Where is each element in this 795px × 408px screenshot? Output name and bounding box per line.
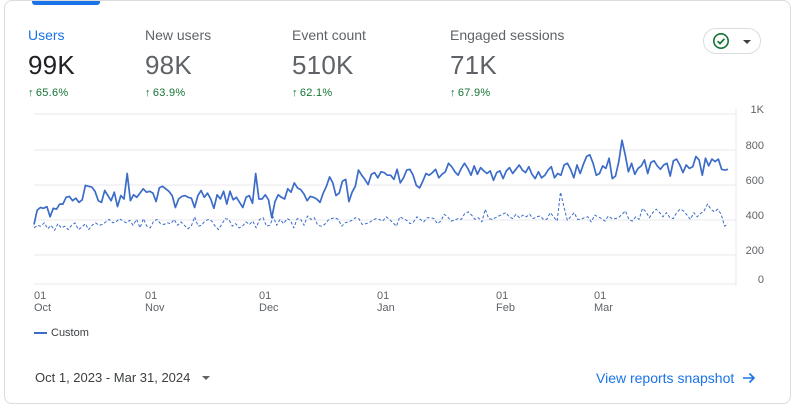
metric-label: New users (145, 27, 212, 43)
selected-metric-indicator (32, 1, 100, 5)
metric-new-users[interactable]: New users 98K ↑ 63.9% (145, 27, 211, 99)
check-circle-icon (713, 33, 729, 49)
metric-label: Engaged sessions (450, 27, 565, 43)
metric-delta: ↑ 62.1% (292, 87, 366, 99)
x-tick-day-label: 01 (145, 290, 157, 302)
chart-legend: Custom (34, 327, 89, 339)
legend-label: Custom (51, 327, 89, 339)
metric-value: 98K (145, 50, 192, 80)
metric-label: Event count (292, 27, 366, 43)
date-range-selector[interactable]: Oct 1, 2023 - Mar 31, 2024 (35, 370, 211, 385)
chevron-down-icon (202, 375, 211, 380)
x-tick-day-label: 01 (377, 290, 389, 302)
metric-event-count[interactable]: Event count 510K ↑ 62.1% (292, 27, 366, 99)
metric-users[interactable]: Users 99K ↑ 65.6% (28, 27, 75, 99)
x-tick-month-label: Jan (377, 302, 395, 314)
y-tick-label: 600 (746, 175, 764, 187)
arrow-up-icon: ↑ (450, 87, 456, 99)
date-range-text: Oct 1, 2023 - Mar 31, 2024 (35, 370, 191, 385)
x-tick-month-label: Dec (259, 302, 279, 314)
y-tick-label: 1K (751, 104, 765, 116)
metric-value: 99K (28, 50, 75, 80)
dropdown-caret-icon (743, 40, 751, 44)
metric-label: Users (28, 27, 65, 43)
view-reports-snapshot-link[interactable]: View reports snapshot (596, 370, 756, 386)
y-tick-label: 0 (758, 274, 764, 286)
arrow-right-icon (743, 372, 756, 384)
metric-delta-value: 62.1% (299, 87, 333, 99)
arrow-up-icon: ↑ (292, 87, 298, 99)
x-tick-day-label: 01 (496, 290, 508, 302)
compare-status-button[interactable] (703, 28, 761, 54)
line-chart: 1K800600400200001Oct01Nov01Dec01Jan01Feb… (33, 104, 765, 314)
legend-swatch (34, 332, 47, 334)
report-card (4, 0, 791, 404)
metric-delta-value: 67.9% (457, 87, 491, 99)
metric-delta-value: 63.9% (152, 87, 186, 99)
metric-delta: ↑ 65.6% (28, 87, 75, 99)
x-tick-day-label: 01 (594, 290, 606, 302)
metric-delta: ↑ 67.9% (450, 87, 564, 99)
x-tick-month-label: Oct (34, 302, 51, 314)
snapshot-link-label: View reports snapshot (596, 370, 735, 386)
y-tick-label: 400 (746, 210, 764, 222)
metric-delta-value: 65.6% (35, 87, 69, 99)
x-tick-month-label: Feb (496, 302, 515, 314)
metric-engaged-sessions[interactable]: Engaged sessions 71K ↑ 67.9% (450, 27, 564, 99)
series-line-custom (33, 139, 729, 225)
arrow-up-icon: ↑ (28, 87, 34, 99)
y-tick-label: 200 (746, 245, 764, 257)
metric-value: 71K (450, 50, 497, 80)
arrow-up-icon: ↑ (145, 87, 151, 99)
y-tick-label: 800 (746, 140, 764, 152)
x-tick-day-label: 01 (259, 290, 271, 302)
x-tick-month-label: Nov (145, 302, 165, 314)
x-tick-month-label: Mar (594, 302, 613, 314)
metric-delta: ↑ 63.9% (145, 87, 211, 99)
series-line-comparison (33, 191, 729, 231)
x-tick-day-label: 01 (34, 290, 46, 302)
metric-value: 510K (292, 50, 354, 80)
